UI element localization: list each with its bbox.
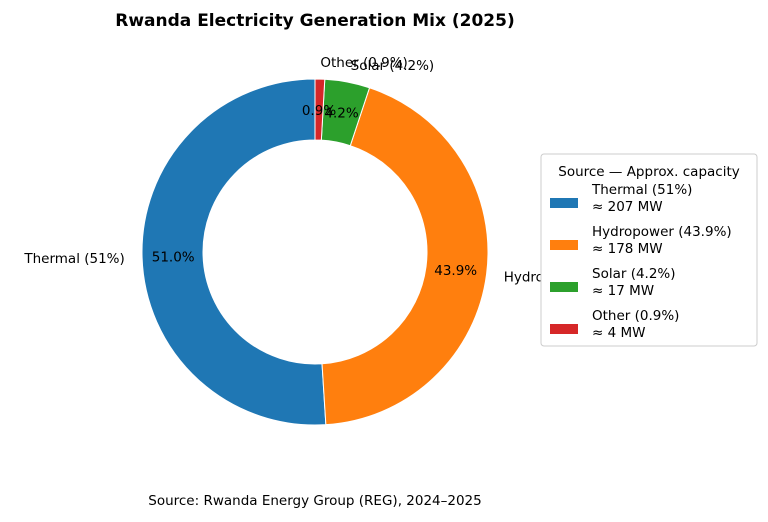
legend-item-hydro: Hydropower (43.9%)≈ 178 MW — [550, 224, 732, 257]
legend-item-thermal: Thermal (51%)≈ 207 MW — [550, 182, 692, 215]
percent-label-hydro: 43.9% — [434, 263, 477, 279]
outer-label-other: Other (0.9%) — [320, 55, 407, 71]
legend-label-solar: Solar (4.2%) — [592, 266, 676, 282]
legend: Source — Approx. capacity Thermal (51%)≈… — [540, 153, 758, 347]
legend-swatch-solar — [550, 282, 578, 292]
legend-title: Source — Approx. capacity — [558, 164, 740, 180]
source-note: Source: Rwanda Energy Group (REG), 2024–… — [148, 493, 482, 509]
slice-thermal — [141, 78, 327, 426]
legend-item-solar: Solar (4.2%)≈ 17 MW — [550, 266, 676, 299]
legend-swatch-other — [550, 324, 578, 334]
legend-swatch-hydro — [550, 240, 578, 250]
legend-item-other: Other (0.9%)≈ 4 MW — [550, 308, 679, 341]
percent-label-other: 0.9% — [302, 103, 336, 119]
legend-capacity-other: ≈ 4 MW — [592, 325, 645, 341]
percent-label-solar: 4.2% — [324, 106, 358, 122]
slice-other — [314, 78, 326, 141]
slice-hydro — [321, 87, 489, 426]
outer-label-solar: Solar (4.2%) — [351, 58, 435, 74]
percent-labels: 51.0% 43.9% 4.2%0.9% — [152, 103, 478, 279]
donut-slices — [141, 78, 489, 426]
legend-label-hydro: Hydropower (43.9%) — [592, 224, 732, 240]
legend-label-thermal: Thermal (51%) — [591, 182, 692, 198]
legend-frame — [540, 153, 758, 347]
chart-title: Rwanda Electricity Generation Mix (2025) — [115, 11, 514, 31]
legend-capacity-hydro: ≈ 178 MW — [592, 241, 663, 257]
outer-label-thermal: Thermal (51%) — [23, 251, 124, 267]
legend-capacity-solar: ≈ 17 MW — [592, 283, 654, 299]
percent-label-thermal: 51.0% — [152, 249, 195, 265]
legend-capacity-thermal: ≈ 207 MW — [592, 199, 663, 215]
legend-swatch-thermal — [550, 198, 578, 208]
legend-label-other: Other (0.9%) — [592, 308, 679, 324]
